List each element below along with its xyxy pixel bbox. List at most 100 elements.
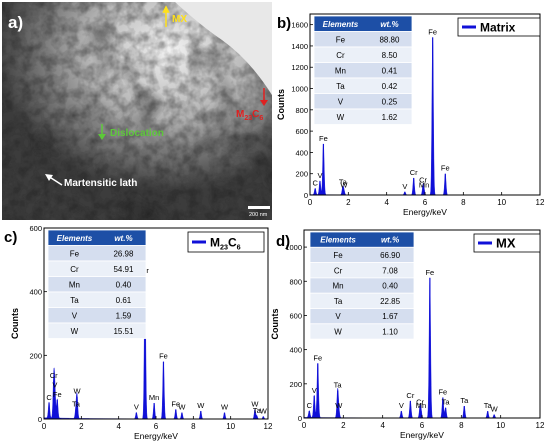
table-row [313, 46, 413, 63]
table-header-cell: Elements [320, 236, 356, 245]
table-cell: 0.25 [382, 97, 398, 106]
panel-label: c) [4, 229, 17, 246]
table-header-cell: wt.% [381, 236, 399, 245]
y-tick-label: 400 [295, 148, 308, 157]
chart-mx: d) 0 2 4 6 8 10 12 0 200 400 600 800 1000 Energy/keV Co… [270, 226, 548, 444]
table-cell: 1.67 [382, 312, 398, 321]
mx-annotation: MX [172, 14, 187, 25]
table-row [47, 291, 147, 308]
table-cell: Cr [334, 266, 343, 275]
x-axis-label: Energy/keV [134, 431, 178, 441]
peak-label: Mn [419, 181, 429, 190]
legend-box [187, 231, 265, 253]
legend-box [473, 233, 541, 253]
peak-label: W [260, 406, 268, 415]
panel-label: b) [277, 15, 291, 32]
table-cell: V [338, 97, 344, 106]
y-tick-label: 1600 [291, 21, 308, 30]
table-cell: 54.91 [113, 265, 134, 274]
peak-label: V [312, 386, 317, 395]
table-cell: Mn [333, 282, 344, 291]
peak-label: Cr [416, 398, 424, 407]
table-cell: Cr [70, 265, 79, 274]
chart-matrix: b) 0 2 4 6 8 10 12 0 200 400 600 800 1000 1200 1400 1600… [274, 2, 548, 220]
table-cell: 22.85 [380, 297, 401, 306]
y-axis-label: Counts [276, 89, 286, 120]
panel-label: d) [276, 233, 290, 250]
table-cell: 0.42 [382, 82, 398, 91]
peak-label: W [251, 399, 259, 408]
peak-label: W [73, 387, 81, 396]
table-cell: 0.61 [116, 296, 132, 305]
table-cell: V [72, 311, 78, 320]
y-tick-label: 600 [29, 224, 42, 233]
x-tick-label: 4 [380, 421, 385, 430]
peak-label: V [134, 403, 139, 412]
table-cell: 8.50 [382, 51, 398, 60]
table-row [309, 308, 415, 325]
peak-label: Cr [410, 168, 418, 177]
y-tick-label: 400 [289, 346, 302, 355]
table-cell: Ta [334, 297, 343, 306]
y-tick-label: 400 [29, 288, 42, 297]
dislocation-annotation: Dislocation [110, 128, 164, 139]
y-axis-label: Counts [270, 309, 280, 340]
table-cell: 1.10 [382, 328, 398, 337]
peak-label: V [317, 171, 322, 180]
table-cell: 0.41 [382, 66, 398, 75]
table-cell: 15.51 [113, 327, 134, 336]
peak-label: Mn [416, 401, 426, 410]
table-cell: W [71, 327, 79, 336]
table-row [313, 77, 413, 94]
table-cell: 66.90 [380, 251, 401, 260]
table-row [309, 262, 415, 279]
table-row [47, 322, 147, 339]
y-tick-label: 600 [295, 127, 308, 136]
table-cell: Fe [333, 251, 343, 260]
table-cell: 0.40 [382, 282, 398, 291]
scale-bar-label: 200 nm [249, 212, 268, 218]
table-cell: 1.59 [116, 311, 132, 320]
table-cell: 7.08 [382, 266, 398, 275]
peak-label: Fe [313, 353, 322, 362]
x-tick-label: 4 [116, 422, 121, 431]
x-tick-label: 6 [423, 198, 428, 207]
table-header-cell: Elements [323, 20, 359, 29]
table-cell: Ta [336, 82, 345, 91]
peak-label: C [46, 393, 52, 402]
table-cell: Ta [70, 296, 79, 305]
y-tick-label: 1000 [291, 85, 308, 94]
table-cell: W [337, 113, 345, 122]
x-tick-label: 6 [154, 422, 159, 431]
x-axis-label: Energy/keV [400, 430, 444, 440]
peak-label: W [197, 401, 205, 410]
peak-label: W [178, 403, 186, 412]
peak-label: Ta [339, 178, 348, 187]
x-tick-label: 8 [461, 198, 466, 207]
table-row [47, 276, 147, 293]
table-row [313, 62, 413, 79]
y-tick-label: 0 [298, 414, 302, 423]
micrograph-panel: a) MX M23C6 Dislocation Martensitic lath… [2, 2, 272, 220]
peak-label: C [312, 179, 318, 188]
y-tick-label: 1400 [291, 42, 308, 51]
panel-label-a: a) [8, 13, 23, 32]
peak-label: Ta [460, 396, 469, 405]
m23c6-annotation: M23C6 [236, 109, 263, 122]
x-tick-label: 6 [420, 421, 425, 430]
peak-label: W [340, 181, 348, 190]
peak-label: Ta [334, 381, 343, 390]
peak-label: V [402, 182, 407, 191]
peak-label: Fe [428, 27, 437, 36]
peak-label: Cr [50, 371, 58, 380]
peak-label: Fe [441, 164, 450, 173]
peak-label: C [307, 401, 313, 410]
peak-label: W [221, 403, 229, 412]
peak-label: Fe [159, 352, 168, 361]
table-cell: V [335, 312, 341, 321]
table-cell: W [334, 328, 342, 337]
y-tick-label: 0 [38, 415, 42, 424]
x-axis-label: Energy/keV [403, 207, 447, 217]
peak-label: Cr [406, 391, 414, 400]
